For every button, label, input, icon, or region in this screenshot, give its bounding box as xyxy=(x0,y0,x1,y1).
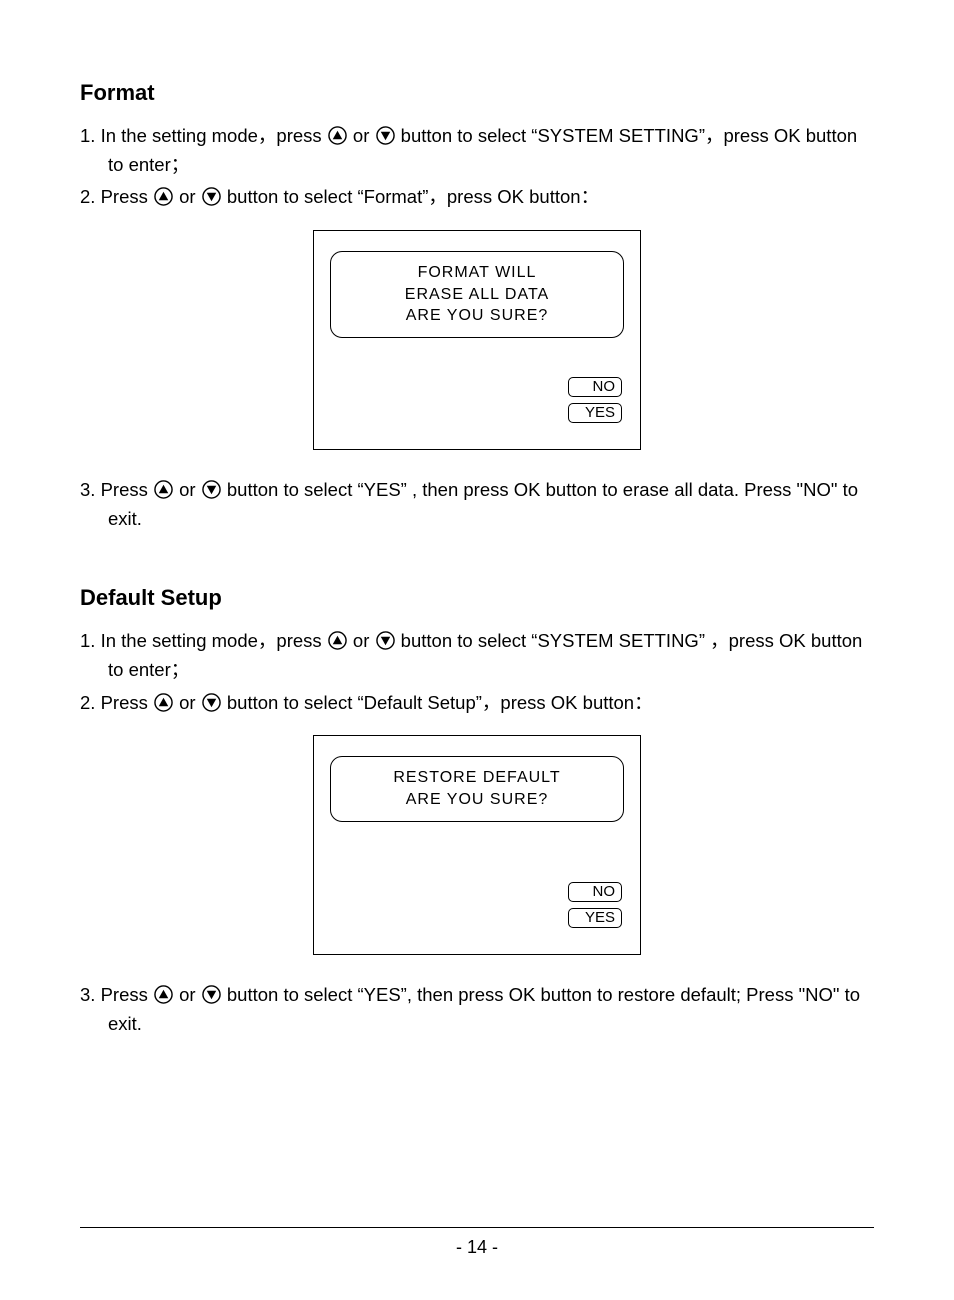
default-dialog-container: RESTORE DEFAULT ARE YOU SURE? NO YES xyxy=(80,735,874,955)
step-text: or xyxy=(348,125,375,146)
format-step-1: 1. In the setting mode，press or button t… xyxy=(80,122,874,179)
down-triangle-icon xyxy=(202,480,221,499)
page-number: - 14 - xyxy=(0,1237,954,1258)
down-triangle-icon xyxy=(202,693,221,712)
up-triangle-icon xyxy=(328,631,347,650)
format-step-3: 3. Press or button to select “YES” , the… xyxy=(80,476,874,533)
default-dialog: RESTORE DEFAULT ARE YOU SURE? NO YES xyxy=(313,735,641,955)
step-text: or xyxy=(174,984,201,1005)
step-text: 2. Press xyxy=(80,692,153,713)
down-triangle-icon xyxy=(376,126,395,145)
footer-rule xyxy=(80,1227,874,1228)
no-option[interactable]: NO xyxy=(568,377,622,397)
format-heading: Format xyxy=(80,80,874,106)
step-text: button to select “Format”，press OK butto… xyxy=(222,186,599,207)
default-step-2: 2. Press or button to select “Default Se… xyxy=(80,689,874,718)
format-dialog-options: NO YES xyxy=(568,371,622,423)
down-triangle-icon xyxy=(376,631,395,650)
step-text: or xyxy=(174,186,201,207)
up-triangle-icon xyxy=(328,126,347,145)
step-text: or xyxy=(174,479,201,500)
manual-page: Format 1. In the setting mode，press or b… xyxy=(0,0,954,1300)
prompt-line: ARE YOU SURE? xyxy=(406,791,549,808)
step-text: 1. In the setting mode，press xyxy=(80,125,327,146)
step-text: button to select “YES”, then press OK bu… xyxy=(108,984,860,1034)
no-option[interactable]: NO xyxy=(568,882,622,902)
step-text: 3. Press xyxy=(80,984,153,1005)
up-triangle-icon xyxy=(154,187,173,206)
step-text: 2. Press xyxy=(80,186,153,207)
step-text: 3. Press xyxy=(80,479,153,500)
prompt-line: ERASE ALL DATA xyxy=(405,286,549,303)
down-triangle-icon xyxy=(202,985,221,1004)
yes-option[interactable]: YES xyxy=(568,403,622,423)
format-dialog-prompt: FORMAT WILL ERASE ALL DATA ARE YOU SURE? xyxy=(330,251,624,338)
format-dialog: FORMAT WILL ERASE ALL DATA ARE YOU SURE?… xyxy=(313,230,641,450)
prompt-line: ARE YOU SURE? xyxy=(406,307,549,324)
default-dialog-options: NO YES xyxy=(568,876,622,928)
format-step-2: 2. Press or button to select “Format”，pr… xyxy=(80,183,874,212)
up-triangle-icon xyxy=(154,480,173,499)
down-triangle-icon xyxy=(202,187,221,206)
up-triangle-icon xyxy=(154,693,173,712)
step-text: button to select “Default Setup”，press O… xyxy=(222,692,653,713)
prompt-line: FORMAT WILL xyxy=(418,264,537,281)
default-setup-heading: Default Setup xyxy=(80,585,874,611)
default-dialog-prompt: RESTORE DEFAULT ARE YOU SURE? xyxy=(330,756,624,821)
step-text: or xyxy=(174,692,201,713)
default-step-3: 3. Press or button to select “YES”, then… xyxy=(80,981,874,1038)
default-step-1: 1. In the setting mode，press or button t… xyxy=(80,627,874,684)
step-text: 1. In the setting mode，press xyxy=(80,630,327,651)
yes-option[interactable]: YES xyxy=(568,908,622,928)
up-triangle-icon xyxy=(154,985,173,1004)
step-text: or xyxy=(348,630,375,651)
prompt-line: RESTORE DEFAULT xyxy=(393,769,560,786)
format-dialog-container: FORMAT WILL ERASE ALL DATA ARE YOU SURE?… xyxy=(80,230,874,450)
